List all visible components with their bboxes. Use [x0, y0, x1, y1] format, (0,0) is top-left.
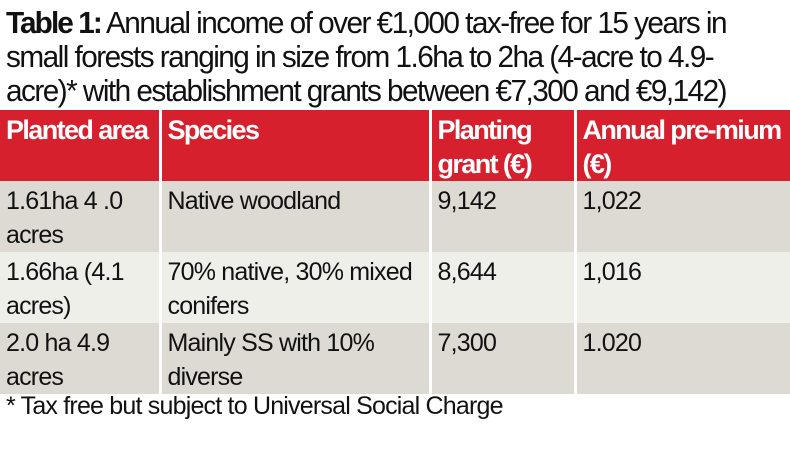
cell-premium: 1.020 [573, 323, 790, 394]
table-row: 2.0 ha 4.9 acres Mainly SS with 10% dive… [0, 323, 790, 394]
header-annual-premium: Annual pre-mium (€) [573, 110, 790, 181]
cell-species: Mainly SS with 10% diverse [158, 323, 430, 394]
caption-label: Table 1: [6, 5, 103, 40]
caption-text: Annual income of over €1,000 tax-free fo… [6, 5, 728, 108]
footnote: * Tax free but subject to Universal Soci… [6, 392, 504, 420]
cell-premium: 1,022 [573, 181, 790, 252]
header-planting-grant: Planting grant (€) [428, 110, 575, 181]
cell-grant: 8,644 [428, 252, 575, 323]
cell-grant: 7,300 [428, 323, 575, 394]
cell-premium: 1,016 [573, 252, 790, 323]
header-species: Species [158, 110, 430, 181]
cell-area: 2.0 ha 4.9 acres [0, 323, 160, 394]
cell-grant: 9,142 [428, 181, 575, 252]
header-planted-area: Planted area [0, 110, 160, 181]
cell-species: 70% native, 30% mixed conifers [158, 252, 430, 323]
header-row: Planted area Species Planting grant (€) … [0, 110, 790, 181]
cell-area: 1.61ha 4 .0 acres [0, 181, 160, 252]
table-row: 1.61ha 4 .0 acres Native woodland 9,142 … [0, 181, 790, 252]
table-caption: Table 1: Annual income of over €1,000 ta… [6, 6, 774, 108]
table-row: 1.66ha (4.1 acres) 70% native, 30% mixed… [0, 252, 790, 323]
cell-area: 1.66ha (4.1 acres) [0, 252, 160, 323]
income-table: Planted area Species Planting grant (€) … [0, 110, 790, 394]
cell-species: Native woodland [158, 181, 430, 252]
